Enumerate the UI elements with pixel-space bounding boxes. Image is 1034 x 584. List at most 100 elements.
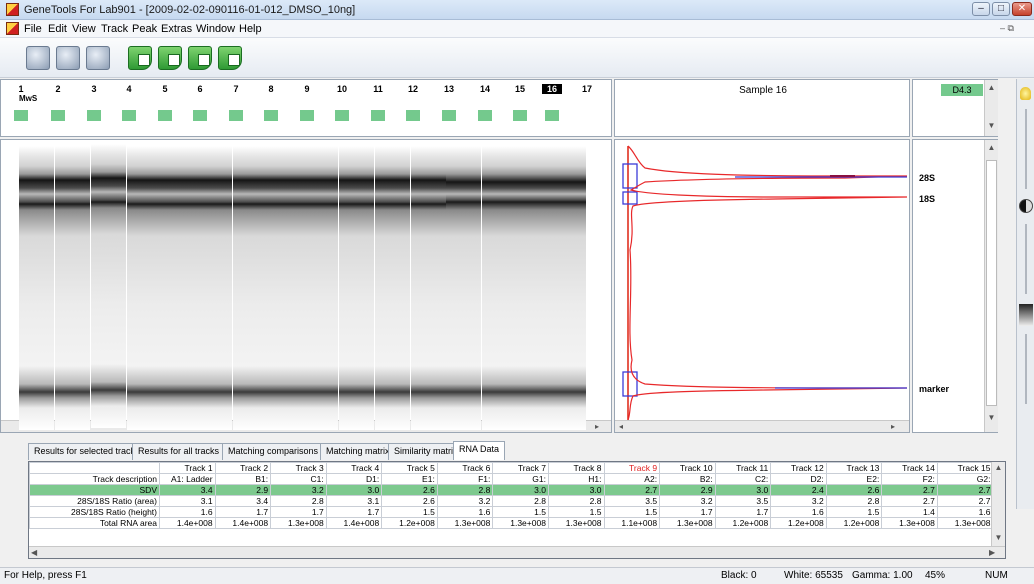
label-vscroll[interactable]: ▲ ▼ xyxy=(984,80,998,136)
grid-cell[interactable]: 1.2e+008 xyxy=(770,517,827,529)
grid-cell[interactable]: 2.8 xyxy=(436,484,494,496)
gel-lane-1[interactable] xyxy=(19,146,54,430)
track-number-7[interactable]: 7 xyxy=(233,84,239,94)
grid-cell[interactable]: 1.7 xyxy=(214,506,272,518)
grid-cell[interactable]: F1: xyxy=(436,473,494,485)
profile-plot[interactable]: ◂ ▸ xyxy=(614,139,910,433)
track-number-3[interactable]: 3 xyxy=(91,84,97,94)
contrast-icon[interactable] xyxy=(1019,199,1033,213)
grid-cell[interactable]: 2.7 xyxy=(881,495,938,507)
grid-cell[interactable]: 3.4 xyxy=(214,495,272,507)
grid-cell[interactable]: 2.7 xyxy=(936,495,994,507)
gel-lane-13[interactable] xyxy=(446,146,481,430)
minimize-button[interactable]: – xyxy=(972,2,990,16)
gel-lane-9[interactable] xyxy=(303,146,338,430)
grid-cell[interactable]: 2.6 xyxy=(381,484,438,496)
gel-lane-2[interactable] xyxy=(55,146,90,430)
grid-cell[interactable]: 1.7 xyxy=(270,506,327,518)
grid-cell[interactable]: 1.2e+008 xyxy=(381,517,438,529)
menu-extras[interactable]: Extras xyxy=(161,23,193,35)
track-number-14[interactable]: 14 xyxy=(479,84,490,94)
document-icon[interactable] xyxy=(6,22,19,35)
menu-track[interactable]: Track xyxy=(101,23,129,35)
grid-cell[interactable]: 1.3e+008 xyxy=(436,517,494,529)
grid-cell[interactable]: F2: xyxy=(881,473,938,485)
grid-cell[interactable]: 2.7 xyxy=(936,484,994,496)
grid-cell[interactable]: 1.1e+008 xyxy=(603,517,661,529)
track-select-box-5[interactable] xyxy=(158,110,172,121)
gel-lane-11[interactable] xyxy=(375,146,410,430)
gel-lane-12[interactable] xyxy=(411,146,446,430)
grid-column-header[interactable]: Track 13 xyxy=(825,462,883,474)
grid-cell[interactable]: 2.6 xyxy=(381,495,438,507)
gel-lane-4[interactable] xyxy=(127,146,162,430)
grid-column-header[interactable]: Track 9 xyxy=(603,462,661,474)
grid-cell[interactable]: D1: xyxy=(325,473,383,485)
track-select-box-1[interactable] xyxy=(14,110,28,121)
track-number-13[interactable]: 13 xyxy=(443,84,454,94)
contrast-slider[interactable] xyxy=(1025,224,1027,294)
grid-column-header[interactable]: Track 8 xyxy=(547,462,605,474)
export-other-icon[interactable] xyxy=(218,46,242,70)
grid-cell[interactable]: 3.1 xyxy=(159,495,216,507)
grid-cell[interactable]: 3.0 xyxy=(325,484,383,496)
grid-cell[interactable]: 2.6 xyxy=(825,484,883,496)
grid-cell[interactable]: 3.2 xyxy=(270,484,327,496)
gel-lane-7[interactable] xyxy=(233,146,268,430)
gel-lane-16[interactable] xyxy=(551,146,586,430)
grid-column-header[interactable]: Track 14 xyxy=(881,462,938,474)
track-select-box-12[interactable] xyxy=(406,110,420,121)
profile-hscroll[interactable]: ◂ ▸ xyxy=(615,420,909,432)
menu-window[interactable]: Window xyxy=(196,23,236,35)
track-select-box-7[interactable] xyxy=(229,110,243,121)
grid-cell[interactable]: A2: xyxy=(603,473,661,485)
grid-cell[interactable]: 2.8 xyxy=(492,495,549,507)
track-number-1[interactable]: 1 xyxy=(18,84,24,94)
track-select-box-4[interactable] xyxy=(122,110,136,121)
grid-cell[interactable]: G1: xyxy=(492,473,549,485)
menu-file[interactable]: File xyxy=(24,23,42,35)
grid-cell[interactable]: B1: xyxy=(214,473,272,485)
grid-cell[interactable]: 2.9 xyxy=(659,484,716,496)
track-number-17[interactable]: 17 xyxy=(581,84,592,94)
grid-column-header[interactable]: Track 12 xyxy=(770,462,827,474)
track-select-box-13[interactable] xyxy=(442,110,456,121)
grid-cell[interactable]: 1.2e+008 xyxy=(825,517,883,529)
grid-cell[interactable]: G2: xyxy=(936,473,994,485)
grid-cell[interactable]: 3.0 xyxy=(547,484,605,496)
printer-icon[interactable] xyxy=(86,46,110,70)
track-number-11[interactable]: 11 xyxy=(373,84,383,94)
track-select-box-2[interactable] xyxy=(51,110,65,121)
track-select-box-10[interactable] xyxy=(335,110,349,121)
grid-cell[interactable]: 1.3e+008 xyxy=(936,517,994,529)
export-icon[interactable] xyxy=(158,46,182,70)
grid-cell[interactable]: 1.4e+008 xyxy=(325,517,383,529)
grid-cell[interactable]: 2.8 xyxy=(547,495,605,507)
grid-cell[interactable]: E2: xyxy=(825,473,883,485)
grid-column-header[interactable]: Track 1 xyxy=(159,462,216,474)
grid-cell[interactable]: 1.4 xyxy=(881,506,938,518)
grid-cell[interactable]: 2.9 xyxy=(214,484,272,496)
grid-cell[interactable]: E1: xyxy=(381,473,438,485)
grid-cell[interactable]: 2.8 xyxy=(825,495,883,507)
grid-cell[interactable]: 1.5 xyxy=(547,506,605,518)
track-number-12[interactable]: 12 xyxy=(407,84,418,94)
grid-cell[interactable]: 1.3e+008 xyxy=(270,517,327,529)
grid-column-header[interactable]: Track 3 xyxy=(270,462,327,474)
grid-cell[interactable]: 1.3e+008 xyxy=(659,517,716,529)
grid-cell[interactable]: C2: xyxy=(714,473,772,485)
grid-cell[interactable]: 1.3e+008 xyxy=(492,517,549,529)
gel-lane-3[interactable] xyxy=(91,144,126,428)
grid-column-header[interactable]: Track 2 xyxy=(214,462,272,474)
track-number-6[interactable]: 6 xyxy=(197,84,203,94)
track-select-box-11[interactable] xyxy=(371,110,385,121)
grid-cell[interactable]: 2.7 xyxy=(603,484,661,496)
print-icon[interactable] xyxy=(26,46,50,70)
track-number-2[interactable]: 2 xyxy=(55,84,61,94)
maximize-button[interactable]: □ xyxy=(992,2,1010,16)
grid-cell[interactable]: 2.7 xyxy=(881,484,938,496)
bands-vscroll[interactable]: ▲ ▼ xyxy=(984,140,998,432)
grid-column-header[interactable]: Track 10 xyxy=(659,462,716,474)
track-number-10[interactable]: 10 xyxy=(336,84,347,94)
track-select-box-6[interactable] xyxy=(193,110,207,121)
